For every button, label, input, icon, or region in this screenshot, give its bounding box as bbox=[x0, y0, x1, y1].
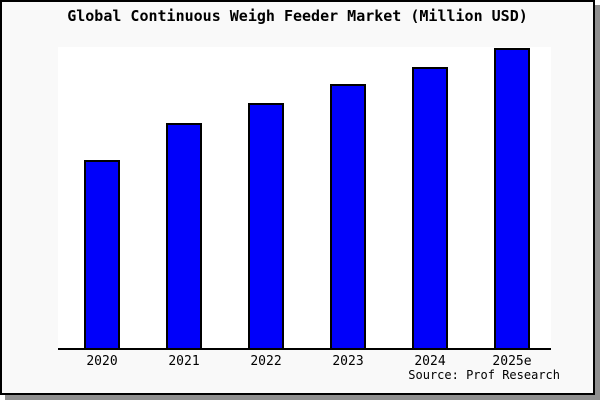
bar-2023 bbox=[330, 84, 366, 348]
bar-2024 bbox=[412, 67, 448, 348]
x-tick-label-2022: 2022 bbox=[250, 354, 282, 369]
bar-2022 bbox=[248, 103, 284, 348]
x-tick-label-2024: 2024 bbox=[414, 354, 446, 369]
chart-window: Global Continuous Weigh Feeder Market (M… bbox=[0, 0, 595, 395]
x-tick-label-2021: 2021 bbox=[168, 354, 200, 369]
bar-2025e bbox=[494, 48, 530, 348]
bar-2020 bbox=[84, 160, 120, 348]
source-note: Source: Prof Research bbox=[408, 368, 560, 382]
chart-title: Global Continuous Weigh Feeder Market (M… bbox=[67, 7, 528, 25]
x-tick-label-2025e: 2025e bbox=[492, 354, 532, 369]
bar-2021 bbox=[166, 123, 202, 348]
x-tick-label-2020: 2020 bbox=[86, 354, 118, 369]
plot-area bbox=[58, 47, 551, 350]
x-tick-label-2023: 2023 bbox=[332, 354, 364, 369]
